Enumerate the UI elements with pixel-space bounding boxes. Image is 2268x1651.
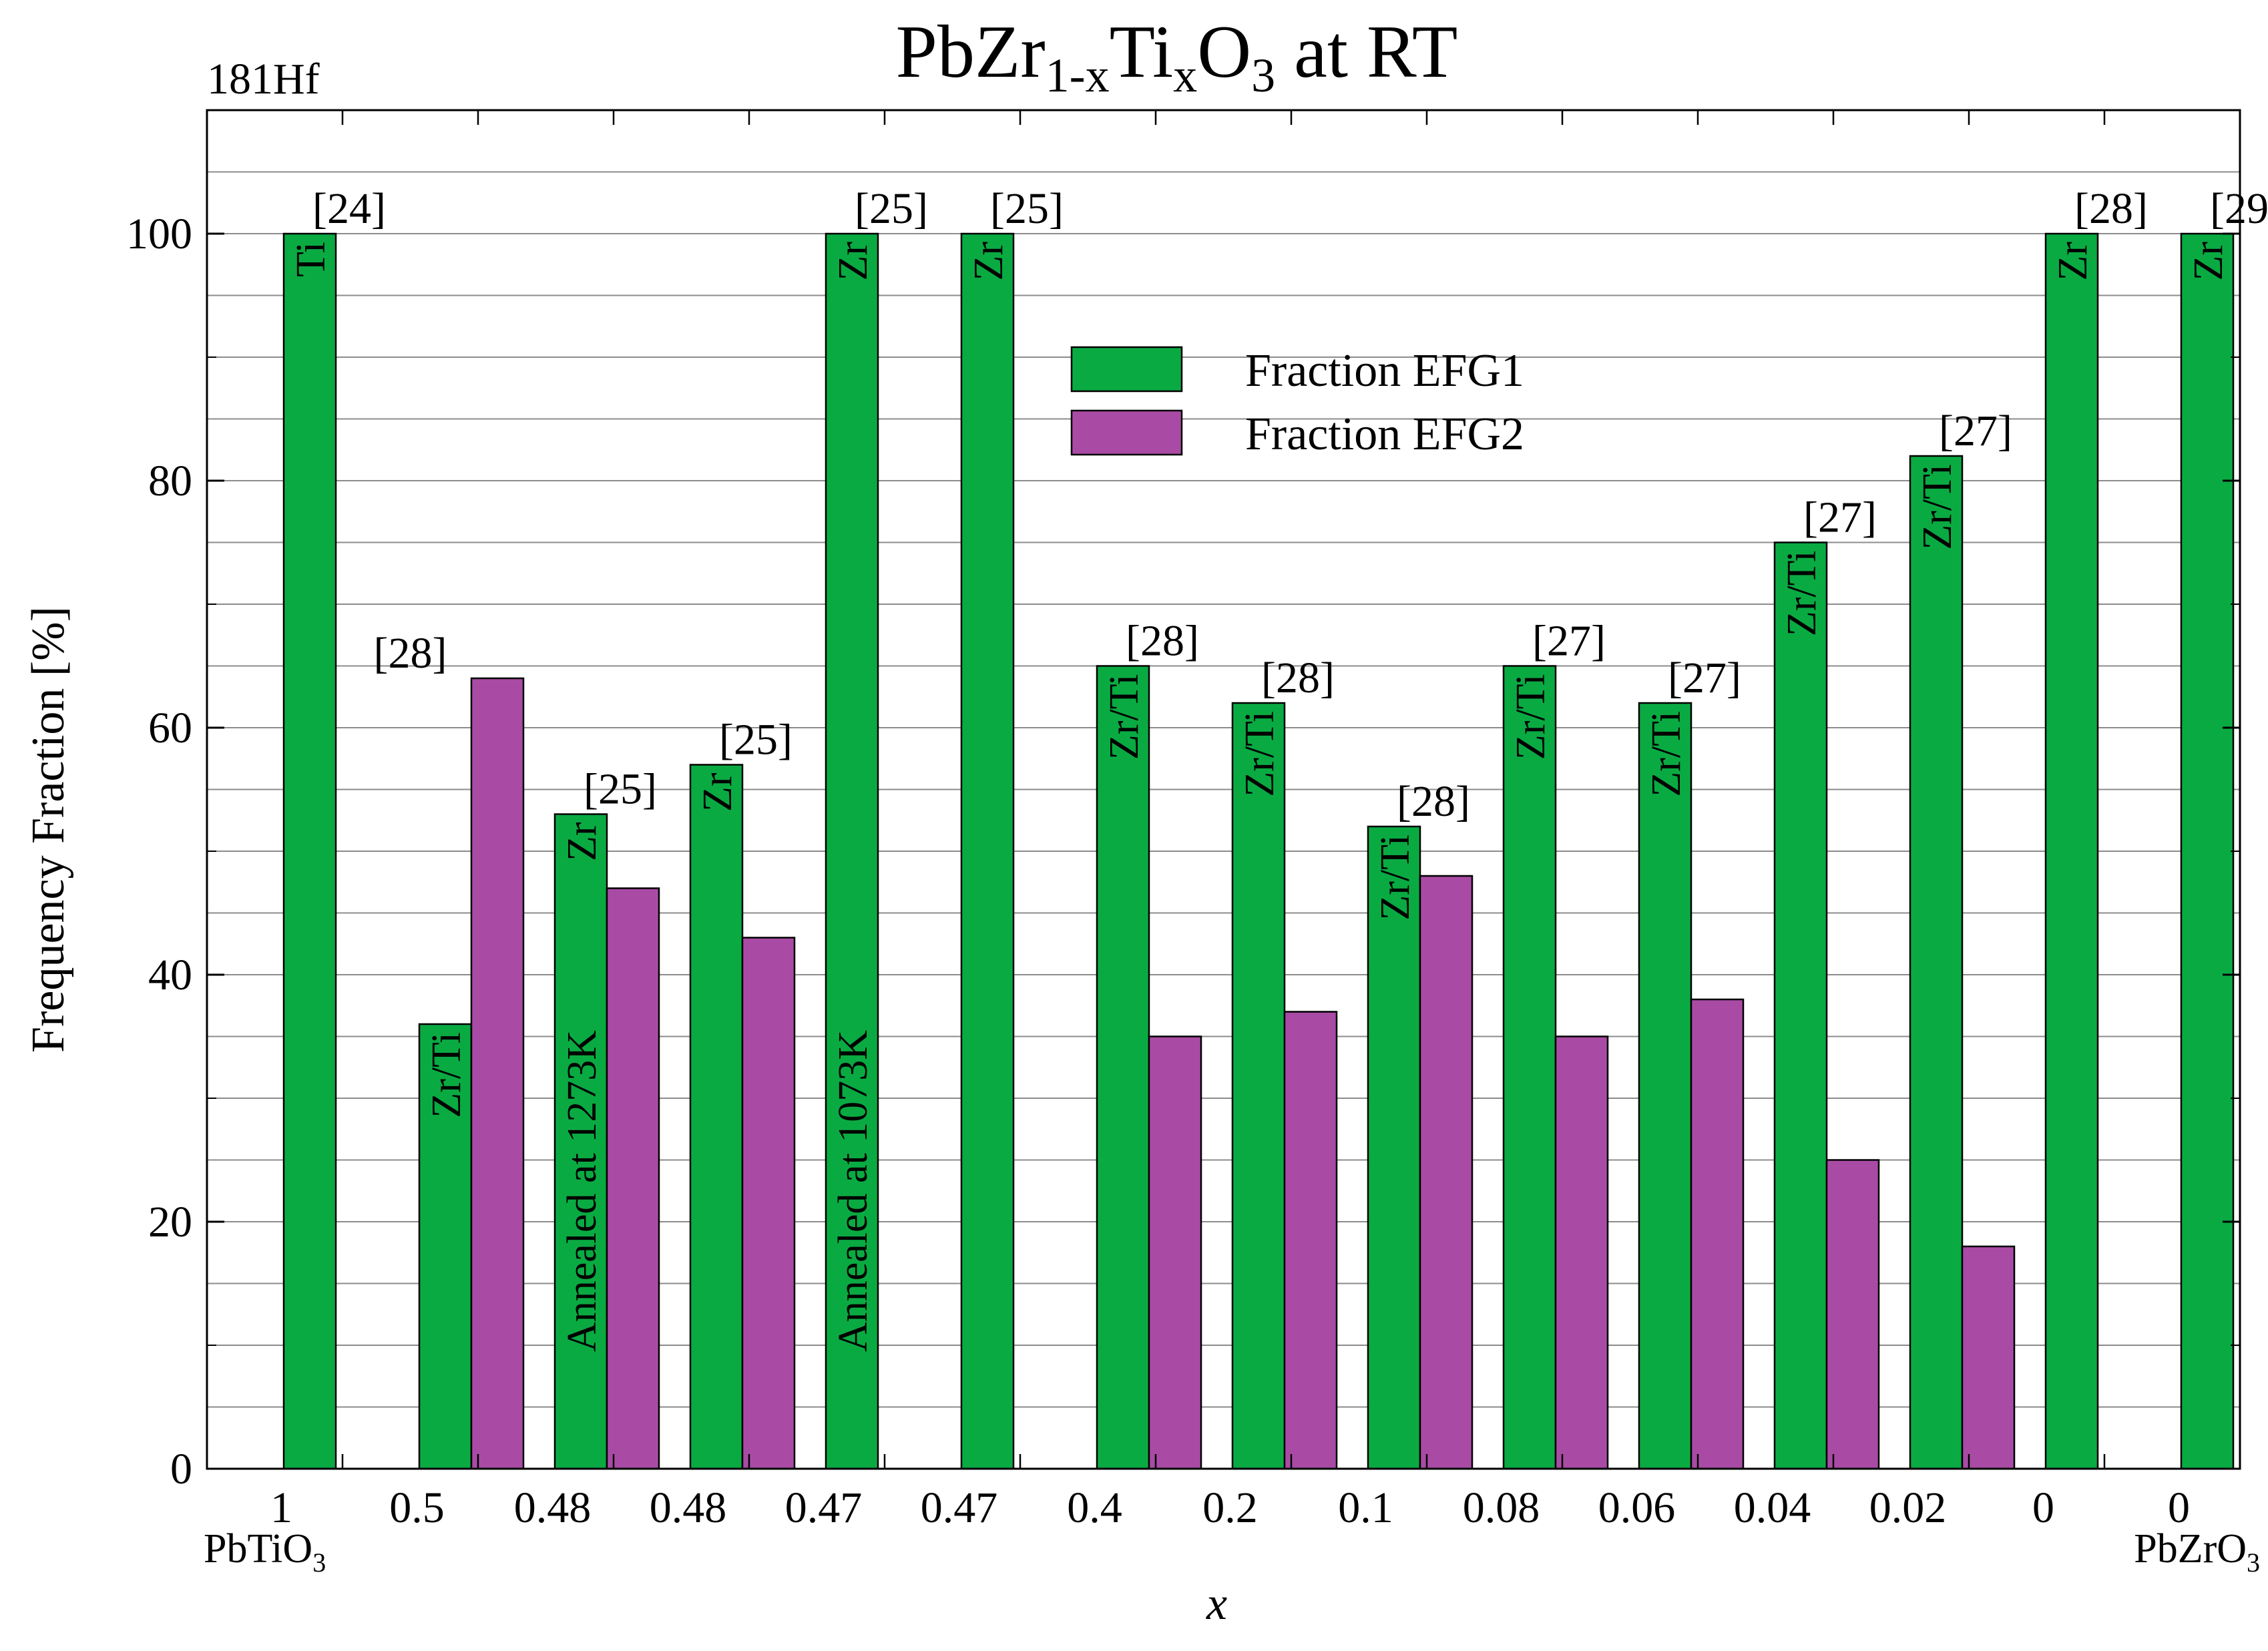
x-tick-label: 0.5 [389, 1483, 445, 1532]
site-label: Zr/Ti [1779, 551, 1825, 637]
site-label: Zr [831, 242, 876, 281]
y-tick-label: 80 [148, 457, 192, 505]
legend-label-efg1: Fraction EFG1 [1245, 345, 1524, 397]
bar-efg1 [1638, 702, 1692, 1470]
bar-efg1 [282, 232, 337, 1470]
site-label: Zr/Ti [1915, 464, 1960, 550]
y-tick-label: 20 [148, 1198, 192, 1246]
y-axis-label: Frequency Fraction [%] [23, 606, 74, 1053]
x-tick-label: 0.47 [921, 1483, 998, 1532]
reference-label: [27] [1532, 617, 1606, 666]
reference-label: [25] [855, 184, 928, 233]
bar-efg2 [1148, 1035, 1202, 1470]
legend: Fraction EFG1 Fraction EFG2 [1070, 345, 1524, 460]
x-tick-label: 0.48 [650, 1483, 727, 1532]
site-label: Zr [2186, 242, 2231, 281]
x-tick-label: 0.4 [1067, 1483, 1122, 1532]
reference-label: [27] [1803, 493, 1877, 542]
bar-efg2 [1283, 1011, 1338, 1470]
site-label: Zr/Ti [1644, 711, 1689, 797]
bar-efg1 [825, 232, 879, 1470]
site-label: Zr [966, 242, 1011, 281]
reference-label: [27] [1939, 407, 2012, 455]
bar-efg1 [1367, 825, 1421, 1470]
reference-label: [28] [2074, 184, 2148, 233]
grid [207, 171, 2240, 1408]
bar-efg2 [1690, 998, 1745, 1470]
bar-efg2 [470, 677, 525, 1470]
y-tick-label: 100 [126, 210, 192, 258]
site-label: Zr/Ti [424, 1032, 469, 1118]
bar-efg1 [1231, 702, 1286, 1470]
bar-efg2 [1825, 1159, 1880, 1470]
bar-efg2 [1419, 875, 1473, 1470]
reference-label: [28] [374, 629, 447, 678]
site-label: Zr [695, 772, 740, 812]
x-tick-label: 1 [270, 1483, 292, 1532]
bar-efg1 [1773, 541, 1828, 1470]
reference-label: [29] [2210, 184, 2268, 233]
reference-label: [28] [1261, 654, 1335, 702]
plot-frame [206, 109, 2241, 1470]
bar-efg1 [2180, 232, 2235, 1470]
x-tick-label: 0 [2032, 1483, 2054, 1532]
x-tick-label: 0.1 [1338, 1483, 1393, 1532]
bar-efg1 [1096, 665, 1150, 1470]
reference-label: [25] [584, 765, 657, 814]
reference-label: [25] [990, 184, 1064, 233]
end-label-right: PbZrO3 [2134, 1526, 2260, 1578]
bar-efg2 [741, 937, 796, 1470]
y-tick-label: 60 [148, 704, 192, 752]
reference-label: [28] [1126, 617, 1199, 666]
chart-title: PbZr1-xTixO3 at RT [896, 11, 1458, 102]
site-label: Zr [559, 822, 605, 861]
reference-label: [24] [312, 184, 386, 233]
bar-efg2 [1554, 1035, 1609, 1470]
bar-efg1 [689, 764, 744, 1470]
bar-efg1 [1502, 665, 1557, 1470]
labels: 0 20 40 60 80 100 [24] Ti 1 [28] Zr/Ti 0.5 [25] Zr 0.4… [23, 11, 2268, 1630]
site-label: Zr/Ti [1508, 674, 1554, 760]
reference-label: [27] [1668, 654, 1741, 702]
x-tick-label: 0 [2168, 1483, 2190, 1532]
x-tick-label: 0.04 [1734, 1483, 1811, 1532]
legend-label-efg2: Fraction EFG2 [1245, 409, 1524, 460]
x-tick-label: 0.02 [1869, 1483, 1947, 1532]
legend-swatch-efg2 [1070, 409, 1183, 456]
probe-label: 181Hf [207, 55, 320, 103]
ticks [207, 110, 2240, 1470]
x-tick-label: 0.2 [1202, 1483, 1258, 1532]
site-label: Zr/Ti [1237, 711, 1283, 797]
x-tick-label: 0.47 [785, 1483, 863, 1532]
bar-efg2 [1961, 1245, 2016, 1470]
bar-efg1 [1909, 455, 1964, 1470]
y-tick-label: 0 [170, 1445, 192, 1493]
x-tick-label: 0.48 [514, 1483, 592, 1532]
legend-swatch-efg1 [1070, 346, 1183, 393]
bar-efg1 [2044, 232, 2099, 1470]
bar-efg2 [606, 887, 660, 1470]
x-axis-label: x [1206, 1578, 1227, 1630]
end-label-left: PbTiO3 [204, 1526, 326, 1578]
bar-efg1 [960, 232, 1015, 1470]
bars [282, 232, 2235, 1470]
y-tick-label: 40 [148, 951, 192, 999]
bar-efg1 [553, 813, 608, 1470]
x-tick-label: 0.08 [1463, 1483, 1540, 1532]
annotation-label: Annealed at 1073K [831, 1030, 876, 1352]
annotation-label: Annealed at 1273K [559, 1030, 605, 1352]
reference-label: [28] [1397, 777, 1470, 826]
site-label: Ti [288, 242, 334, 277]
site-label: Zr [2050, 242, 2096, 281]
site-label: Zr/Ti [1102, 674, 1147, 760]
x-tick-label: 0.06 [1598, 1483, 1676, 1532]
site-label: Zr/Ti [1373, 835, 1418, 921]
reference-label: [25] [719, 716, 792, 764]
